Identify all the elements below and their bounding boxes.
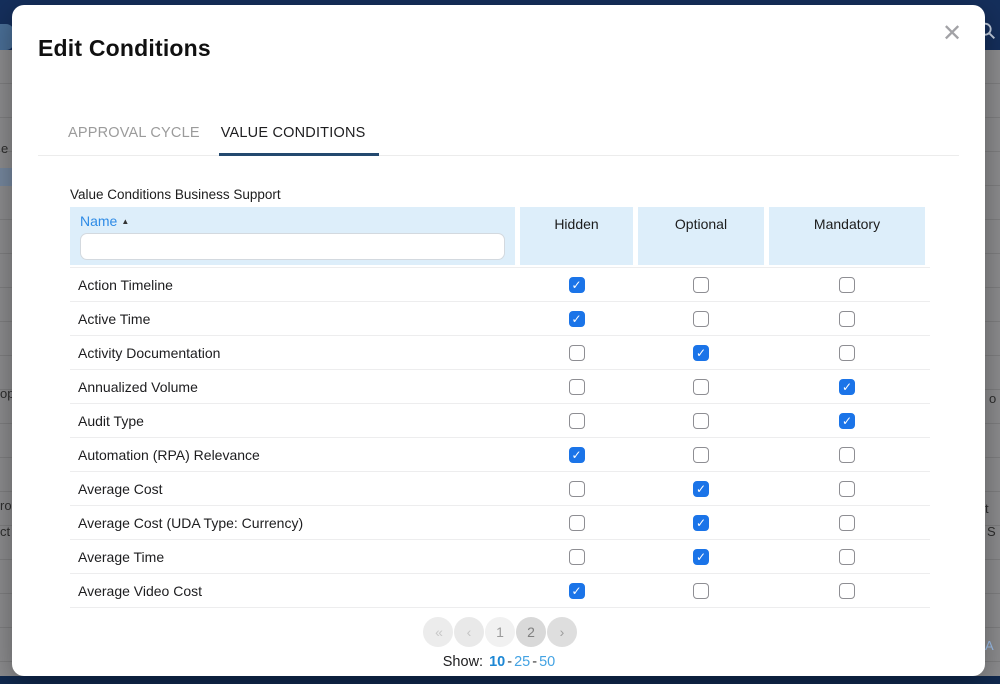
mandatory-checkbox[interactable] [839, 378, 855, 395]
edit-conditions-dialog: Edit Conditions ✕ APPROVAL CYCLE VALUE C… [12, 5, 985, 676]
hidden-checkbox[interactable] [568, 412, 585, 429]
background-selected-row [0, 168, 14, 186]
background-text-fragment: ro [0, 498, 12, 513]
page-size-10[interactable]: 10 [489, 654, 506, 670]
pagination-page-1[interactable]: 1 [485, 617, 515, 647]
row-name: Audit Type [78, 412, 144, 429]
row-name: Average Video Cost [78, 582, 203, 599]
background-text-fragment: op [0, 386, 15, 401]
page-size-50[interactable]: 50 [539, 654, 556, 670]
page-size-selector: Show: 10-25-50 [70, 654, 930, 670]
pagination-page-2-current[interactable]: 2 [516, 617, 546, 647]
close-icon[interactable]: ✕ [939, 21, 965, 47]
pagination-next-button[interactable]: › [547, 617, 577, 647]
mandatory-checkbox[interactable] [839, 446, 855, 463]
hidden-checkbox[interactable] [568, 446, 585, 463]
row-name: Annualized Volume [78, 378, 198, 395]
mandatory-checkbox[interactable] [839, 276, 855, 293]
row-name: Active Time [78, 310, 151, 327]
hidden-checkbox[interactable] [568, 582, 585, 599]
table-body: Action Timeline Active Time Activity Doc… [70, 267, 930, 608]
app-logo [0, 24, 14, 50]
table-row: Annualized Volume [70, 370, 930, 404]
optional-checkbox[interactable] [693, 582, 709, 599]
background-text-fragment: S [987, 524, 996, 539]
table-caption: Value Conditions Business Support [70, 187, 281, 202]
column-header-optional: Optional [638, 207, 764, 265]
pagination-prev-button[interactable]: ‹ [454, 617, 484, 647]
name-filter-input[interactable] [80, 233, 505, 260]
optional-checkbox[interactable] [693, 412, 709, 429]
row-name: Average Time [78, 548, 165, 565]
optional-checkbox[interactable] [693, 548, 709, 565]
hidden-checkbox[interactable] [568, 480, 585, 497]
table-row: Average Time [70, 540, 930, 574]
optional-checkbox[interactable] [693, 378, 709, 395]
dialog-title: Edit Conditions [38, 35, 211, 61]
table-row: Activity Documentation [70, 336, 930, 370]
table-row: Audit Type [70, 404, 930, 438]
tab-approval-cycle[interactable]: APPROVAL CYCLE [66, 121, 202, 156]
row-name: Action Timeline [78, 276, 173, 293]
row-name: Activity Documentation [78, 344, 221, 361]
optional-checkbox[interactable] [693, 276, 709, 293]
pagination-first-button[interactable]: « [423, 617, 453, 647]
sort-ascending-icon: ▲ [121, 217, 130, 226]
mandatory-checkbox[interactable] [839, 514, 855, 531]
hidden-checkbox[interactable] [568, 378, 585, 395]
hidden-checkbox[interactable] [568, 310, 585, 327]
app-footer-bar [0, 676, 1000, 684]
optional-checkbox[interactable] [693, 344, 709, 361]
mandatory-checkbox[interactable] [839, 582, 855, 599]
mandatory-checkbox[interactable] [839, 548, 855, 565]
table-row: Action Timeline [70, 268, 930, 302]
optional-checkbox[interactable] [693, 514, 709, 531]
table-row: Average Cost (UDA Type: Currency) [70, 506, 930, 540]
row-name: Average Cost [78, 480, 163, 497]
column-header-mandatory: Mandatory [769, 207, 925, 265]
pagination: « ‹ 1 2 › [70, 617, 930, 647]
column-header-name: Name ▲ [70, 207, 515, 265]
row-name: Average Cost (UDA Type: Currency) [78, 514, 304, 531]
optional-checkbox[interactable] [693, 480, 709, 497]
hidden-checkbox[interactable] [568, 548, 585, 565]
show-label: Show: [442, 654, 484, 670]
optional-checkbox[interactable] [693, 310, 709, 327]
background-text-fragment: t [985, 501, 989, 516]
mandatory-checkbox[interactable] [839, 412, 855, 429]
separator: - [532, 654, 538, 670]
dialog-tabs: APPROVAL CYCLE VALUE CONDITIONS [38, 121, 959, 156]
hidden-checkbox[interactable] [568, 276, 585, 293]
background-text-fragment: A [985, 638, 994, 653]
table-row: Automation (RPA) Relevance [70, 438, 930, 472]
page-size-25[interactable]: 25 [514, 654, 531, 670]
hidden-checkbox[interactable] [568, 514, 585, 531]
table-header: Name ▲ Hidden Optional Mandatory [70, 207, 930, 265]
table-row: Active Time [70, 302, 930, 336]
value-conditions-panel: Value Conditions Business Support Name ▲ … [70, 187, 930, 670]
mandatory-checkbox[interactable] [839, 344, 855, 361]
optional-checkbox[interactable] [693, 446, 709, 463]
separator: - [507, 654, 513, 670]
background-text-fragment: o [989, 391, 997, 406]
table-row: Average Video Cost [70, 574, 930, 608]
name-sort-link[interactable]: Name [80, 213, 118, 229]
tab-value-conditions[interactable]: VALUE CONDITIONS [218, 121, 380, 156]
mandatory-checkbox[interactable] [839, 480, 855, 497]
row-name: Automation (RPA) Relevance [78, 446, 260, 463]
mandatory-checkbox[interactable] [839, 310, 855, 327]
hidden-checkbox[interactable] [568, 344, 585, 361]
column-header-hidden: Hidden [520, 207, 633, 265]
table-row: Average Cost [70, 472, 930, 506]
background-text-fragment: e [1, 141, 9, 156]
background-text-fragment: ct [0, 524, 11, 539]
